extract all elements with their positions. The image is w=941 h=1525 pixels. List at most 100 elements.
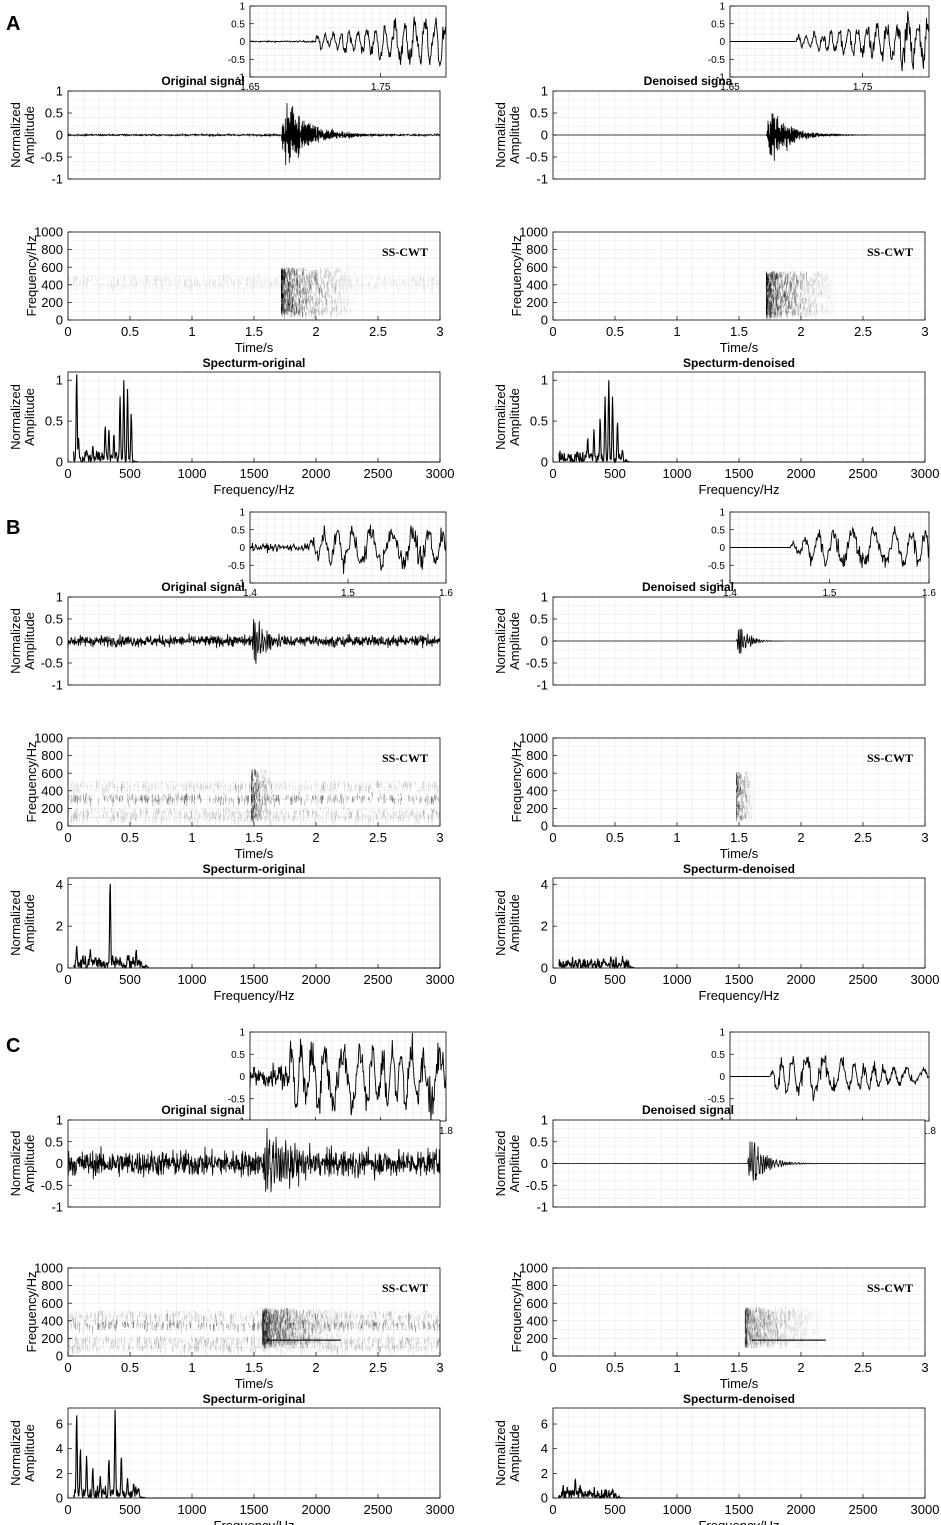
A-sst-denoised-ytick-label: 0 — [541, 313, 548, 328]
A-wave-original-ytick-label: 1 — [56, 84, 63, 99]
B-sst-original-tf-band — [134, 783, 136, 787]
B-sst-original-tf-band — [164, 794, 166, 799]
B-sst-original-tf-band — [84, 783, 86, 788]
B-inset-original-ytick-label: 0 — [239, 543, 245, 554]
B-sst-original-tf-band — [247, 795, 249, 803]
A-wave-original-ytick-label: 0 — [56, 128, 63, 143]
A-spec-denoised-series-line — [558, 380, 925, 464]
A-sst-original-tf-band — [296, 278, 298, 281]
A-sst-original-tf-band — [259, 278, 261, 283]
B-sst-original-tf-band — [132, 786, 134, 792]
B-sst-original-tf-band — [269, 781, 271, 787]
A-sst-original-tf-band — [78, 278, 80, 286]
B-sst-original-tf-band — [142, 792, 144, 798]
A-sst-original-tf-band — [327, 286, 329, 289]
A-sst-original-tf-band — [138, 277, 140, 282]
A-inset-original-xtick-label: 1.75 — [371, 82, 391, 93]
A-spec-original-ylabel-line1: Normalized — [8, 384, 23, 450]
B-sst-original-tf-band — [154, 783, 157, 790]
A-sst-original-ytick-label: 1000 — [34, 225, 63, 240]
B-sst-original-tf-band — [175, 793, 177, 801]
A-spec-original-xtick-label: 1500 — [240, 466, 269, 481]
A-sst-original-tf-band — [157, 275, 159, 280]
B-sst-original-tf-band — [314, 795, 316, 801]
A-sst-original-tf-band — [97, 277, 99, 282]
A-sst-original-tf-band — [320, 280, 323, 286]
A-spec-original-ytick-label: 0 — [56, 455, 63, 470]
A-sst-denoised-xtick-label: 2 — [797, 324, 804, 339]
B-sst-original-tf-band — [148, 783, 150, 792]
B-sst-original-tf-band — [338, 800, 340, 803]
A-wave-denoised-ylabel-line2: Amplitude — [507, 106, 522, 164]
A-sst-original-tf-band — [336, 285, 338, 290]
B-sst-original-tf-band — [330, 785, 332, 794]
B-sst-original-tf-band — [87, 781, 89, 790]
B-wave-original-ytick-label: -1 — [51, 678, 63, 693]
A-sst-original-tf-band — [153, 279, 155, 287]
B-sst-original-tf-band — [198, 794, 201, 798]
A-sst-original-tf-band — [303, 283, 305, 291]
A-sst-original-tf-band — [249, 285, 251, 293]
B-inset-denoised-xtick-label: 1.6 — [922, 588, 936, 599]
B-sst-original-tf-band — [394, 799, 396, 805]
B-sst-original-tf-band — [327, 796, 329, 804]
A-sst-original-tf-band — [254, 285, 256, 289]
A-sst-original-tf-band — [130, 278, 132, 286]
B-sst-original-tf-band — [185, 781, 187, 787]
B-sst-original-tf-band — [80, 784, 82, 789]
B-sst-original-tf-band — [225, 796, 227, 799]
A-sst-original-tf-band — [293, 278, 295, 285]
A-sst-original-tf-band — [347, 275, 349, 278]
A-sst-denoised-xtick-label: 0.5 — [606, 324, 624, 339]
B-sst-original-tf-band — [316, 801, 319, 808]
B-sst-original-tf-band — [384, 798, 386, 804]
B-wave-denoised-ylabel-line1: Normalized — [493, 608, 508, 674]
B-sst-original-tf-band — [403, 782, 405, 789]
A-sst-original-tf-band — [434, 276, 436, 282]
A-wave-denoised-ytick-label: -1 — [536, 172, 548, 187]
B-sst-original-tf-band — [368, 795, 370, 800]
B-sst-original-tf-band — [341, 794, 343, 798]
B-sst-original-tf-band — [237, 784, 239, 789]
B-sst-original-tf-band — [347, 782, 349, 791]
B-sst-original-tf-band — [76, 784, 78, 787]
B-sst-original-tf-band — [216, 796, 218, 804]
B-sst-original-tf-band — [115, 796, 117, 799]
B-sst-original-tf-band — [188, 796, 190, 801]
B-sst-original-tf-band — [393, 798, 395, 801]
B-sst-original-tf-band — [214, 785, 216, 790]
B-sst-original-tf-band — [238, 797, 240, 800]
B-inset-original-xtick-label: 1.5 — [341, 588, 355, 599]
B-sst-original-tf-band — [377, 796, 379, 802]
A-sst-original-tf-band — [145, 275, 147, 283]
B-sst-original-tf-band — [199, 795, 201, 802]
B-sst-original-tf-band — [139, 797, 141, 802]
A-wave-original-ytick-label: -1 — [51, 172, 63, 187]
B-sst-original-tf-band — [154, 783, 156, 790]
B-sst-original-tf-band — [403, 781, 405, 787]
B-sst-original-tf-band — [274, 782, 276, 788]
A-sst-original-tf-band — [203, 279, 205, 286]
A-sst-original-tf-band — [430, 286, 432, 293]
B-sst-original-tf-band — [282, 796, 284, 801]
A-sst-original-tf-band — [438, 280, 440, 283]
B-inset-denoised-ytick-label: -0.5 — [708, 561, 726, 572]
B-sst-original-tf-band — [145, 795, 147, 803]
B-wave-denoised-ytick-label: 0 — [541, 634, 548, 649]
B-sst-original-tf-band — [287, 796, 289, 799]
A-sst-original-tf-band — [252, 281, 254, 290]
B-sst-original-tf-band — [200, 780, 202, 787]
A-inset-denoised-ytick-label: 1 — [719, 2, 725, 13]
A-sst-original-method-label: SS-CWT — [382, 245, 428, 259]
A-sst-original-tf-band — [213, 284, 215, 288]
chart-A-spec-denoised: 0 0.5 1 0 500 1000 1500 2000 2500 3000 Frequency/H… — [493, 356, 939, 497]
A-sst-original-tf-band — [436, 277, 438, 285]
A-sst-original-tf-band — [186, 275, 189, 284]
B-wave-denoised-ytick-label: 0.5 — [530, 612, 548, 627]
A-sst-original-tf-band — [99, 286, 101, 294]
A-wave-denoised-title: Denoised signa — [644, 74, 733, 88]
A-sst-denoised-ytick-label: 400 — [526, 277, 548, 292]
B-sst-original-tf-band — [267, 780, 269, 786]
B-sst-original-tf-band — [380, 796, 382, 800]
